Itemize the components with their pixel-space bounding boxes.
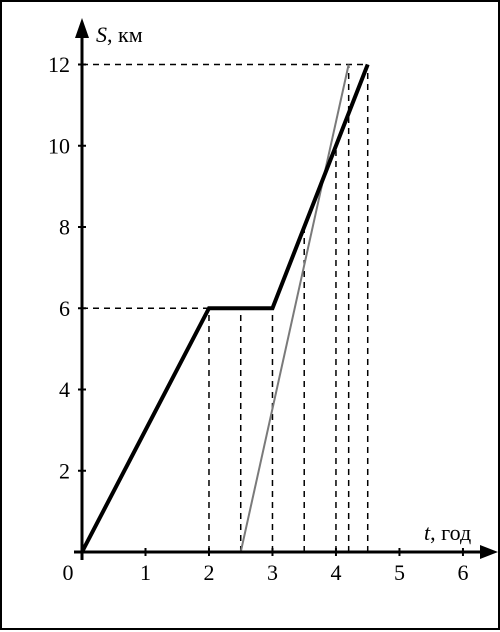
y-tick-label: 6	[59, 296, 70, 321]
y-tick-label: 2	[59, 458, 70, 483]
x-tick-label: 3	[267, 560, 278, 585]
x-tick-label: 5	[394, 560, 405, 585]
chart-svg: 123456024681012S, кмt, год	[2, 2, 500, 632]
x-tick-label: 1	[140, 560, 151, 585]
origin-label: 0	[63, 560, 74, 585]
x-tick-label: 4	[330, 560, 341, 585]
x-axis-label: t, год	[424, 520, 471, 545]
x-tick-label: 6	[457, 560, 468, 585]
y-tick-label: 8	[59, 215, 70, 240]
y-axis-label: S, км	[96, 22, 143, 47]
series-main	[82, 65, 368, 553]
y-axis-arrow	[75, 18, 89, 38]
x-axis-arrow	[480, 545, 498, 559]
distance-time-chart: 123456024681012S, кмt, год	[0, 0, 500, 630]
y-tick-label: 12	[48, 52, 70, 77]
x-tick-label: 2	[203, 560, 214, 585]
y-tick-label: 4	[59, 377, 70, 402]
y-tick-label: 10	[48, 133, 70, 158]
